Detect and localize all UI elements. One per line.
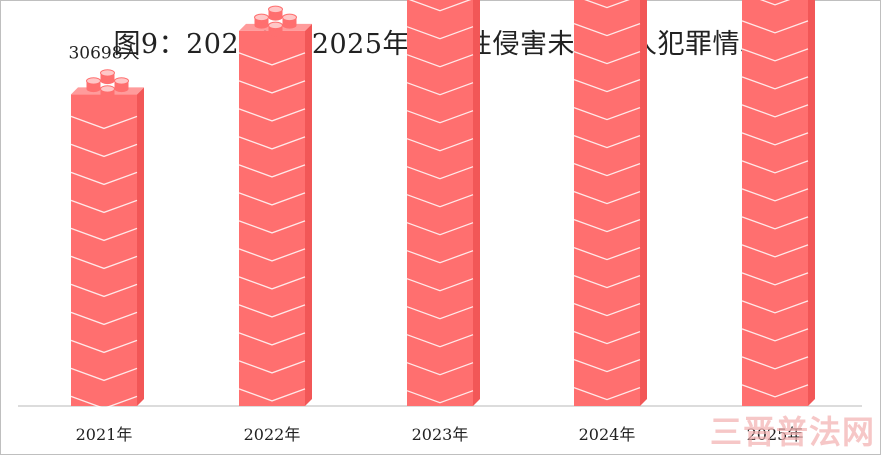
bar-4-brick-line [573,191,641,205]
bar-4-brick-line [573,219,641,233]
bar-1-brick-line [70,115,138,130]
bar-5-brick-line [741,384,809,398]
bar-4-brick-line [573,163,641,177]
bar-1-stud-2 [114,80,129,89]
bar-5-brick-line [741,104,809,118]
bar-1-brick-line [70,339,138,354]
bar-4-brick-line [573,387,641,401]
bar-2-stud-2 [282,17,297,26]
bar-5-brick-line [741,160,809,174]
bar-3-brick-line [406,166,474,180]
bar-2-brick-line [238,388,306,402]
bar-3-brick-line [406,26,474,40]
bar-2-brick-line [238,220,306,234]
bar-1-stud-1 [86,80,101,89]
bar-5-brick-line [741,188,809,202]
bar-5-brick-line [741,328,809,342]
bar-3-brick-line [406,82,474,96]
data-label-1: 30698人 [68,43,139,63]
bar-4-brick-line [573,275,641,289]
bar-2-stud-1 [254,17,269,26]
bar-side-2 [305,23,312,407]
bar-3-brick-line [406,334,474,348]
bar-3-brick-line [406,250,474,264]
x-tick-label-2: 2022年 [244,425,301,444]
bar-2-brick-line [238,192,306,206]
bar-1 [71,94,137,407]
bar-1-brick-line [70,395,138,410]
bar-side-4 [640,0,647,406]
bar-4-brick-line [573,247,641,261]
bar-3-brick-line [406,222,474,236]
bar-3-brick-line [406,138,474,152]
bar-3-brick-line [406,306,474,320]
bar-1-brick-line [70,199,138,214]
bar-5-brick-line [741,216,809,230]
bar-4-brick-line [573,135,641,149]
bar-3-brick-line [406,194,474,208]
bar-1-brick-line [70,171,138,186]
bar-4-brick-line [573,303,641,317]
bar-2-brick-line [238,276,306,290]
bar-4-brick-line [573,359,641,373]
bar-4-brick-line [573,23,641,37]
watermark-logo: 三晋普法网 [709,413,875,451]
bar-2-brick-line [238,360,306,374]
bar-2-stud-4 [268,25,283,34]
bar-5-brick-line [741,132,809,146]
bar-2-brick-line [238,248,306,262]
bar-5-brick-line [741,244,809,258]
bar-2-brick-line [238,304,306,318]
bar-side-5 [808,0,815,406]
bar-1-brick-line [70,283,138,298]
x-tick-label-4: 2024年 [579,425,636,444]
bar-3-brick-line [406,54,474,68]
bar-side-3 [473,0,480,406]
bar-4-brick-line [573,107,641,121]
bar-1-stud-4 [100,88,115,97]
bar-side-1 [137,87,144,407]
x-tick-label-3: 2023年 [412,425,469,444]
x-tick-label-1: 2021年 [76,425,133,444]
bar-2-brick-line [238,52,306,66]
bar-3-brick-line [406,110,474,124]
bar-1-stud-3 [100,72,115,81]
bar-1-brick-line [70,227,138,242]
bar-1-brick-line [70,367,138,382]
bar-5-brick-line [741,48,809,62]
bar-3 [407,0,473,407]
bar-5-brick-line [741,76,809,90]
bar-4-brick-line [584,0,630,9]
bar-1-brick-line [70,143,138,158]
bar-1-brick-line [70,255,138,270]
bar-2-stud-3 [268,9,283,18]
bar-2-brick-line [238,332,306,346]
bar-3-brick-line [406,362,474,376]
bar-5 [742,0,808,406]
bar-4-brick-line [573,51,641,65]
bar-1-brick-line [70,311,138,326]
bar-3-brick-line [406,278,474,292]
bar-3-brick-line [406,390,474,404]
bar-3-brick-line [408,0,472,12]
bar-2 [239,30,305,407]
bar-5-brick-line [759,0,791,6]
x-tick-label-5: 2025年 [747,425,804,444]
bar-5-brick-line [741,20,809,34]
bar-2-brick-line [238,108,306,122]
bar-2-brick-line [238,136,306,150]
bar-4-brick-line [573,79,641,93]
bar-2-brick-line [238,80,306,94]
bar-4-brick-line [573,331,641,345]
bar-5-brick-line [741,356,809,370]
bar-5-brick-line [741,300,809,314]
bar-2-brick-line [238,164,306,178]
bar-5-brick-line [741,272,809,286]
